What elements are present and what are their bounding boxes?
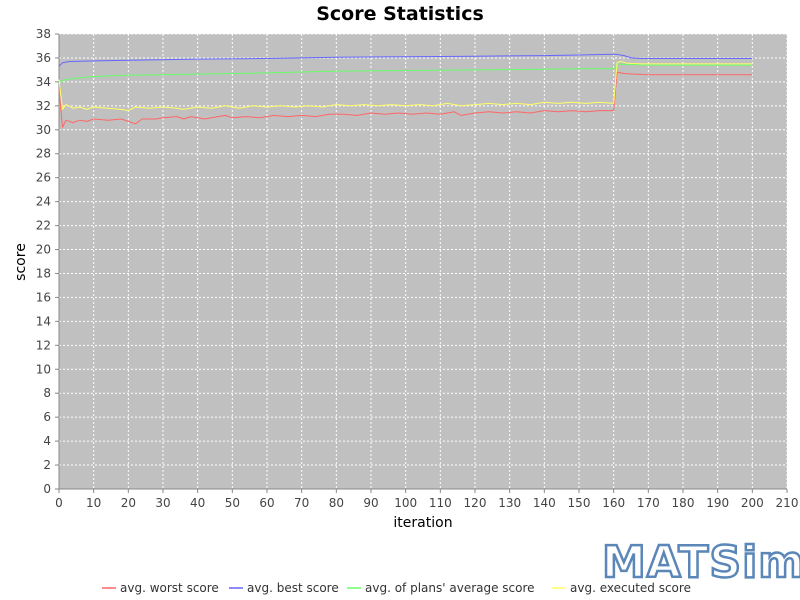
x-tick-label: 120: [464, 496, 487, 510]
y-tick-label: 38: [36, 27, 51, 41]
y-tick-label: 24: [36, 195, 51, 209]
y-tick-label: 26: [36, 171, 51, 185]
axes: [58, 34, 787, 490]
y-tick-label: 30: [36, 123, 51, 137]
x-tick-label: 160: [602, 496, 625, 510]
logo-text: MATSim: [602, 537, 800, 588]
y-tick-label: 12: [36, 338, 51, 352]
y-tick-label: 16: [36, 290, 51, 304]
x-tick-label: 0: [55, 496, 63, 510]
y-tick-label: 32: [36, 99, 51, 113]
x-tick-label: 70: [294, 496, 309, 510]
y-tick-label: 18: [36, 266, 51, 280]
y-tick-label: 0: [43, 482, 51, 496]
legend-label: avg. best score: [247, 581, 339, 595]
y-tick-label: 28: [36, 147, 51, 161]
x-axis-label: iteration: [393, 515, 452, 531]
y-tick-label: 6: [43, 410, 51, 424]
x-tick-label: 50: [225, 496, 240, 510]
x-tick-label: 170: [637, 496, 660, 510]
series-lines: [58, 53, 753, 128]
x-tick-label: 30: [155, 496, 170, 510]
x-tick-label: 40: [190, 496, 205, 510]
legend: avg. worst score avg. best score avg. of p…: [102, 581, 691, 595]
x-tick-label: 100: [394, 496, 417, 510]
x-tick-label: 80: [329, 496, 344, 510]
y-tick-label: 14: [36, 314, 51, 328]
x-tick-label: 130: [498, 496, 521, 510]
x-tick-label: 150: [568, 496, 591, 510]
y-tick-label: 10: [36, 362, 51, 376]
series-line-4: [58, 61, 753, 112]
x-tick-label: 110: [429, 496, 452, 510]
y-tick-label: 4: [43, 434, 51, 448]
y-tick-label: 2: [43, 458, 51, 472]
y-axis-label: score: [13, 243, 29, 281]
plot-area: [59, 34, 787, 489]
y-tick-label: 36: [36, 51, 51, 65]
y-tick-label: 22: [36, 219, 51, 233]
legend-label: avg. worst score: [120, 581, 219, 595]
y-tick-label: 20: [36, 243, 51, 257]
series-line-1: [58, 71, 753, 128]
matsim-logo: MATSim: [601, 536, 800, 590]
x-tick-label: 180: [672, 496, 695, 510]
x-tick-label: 210: [776, 496, 799, 510]
x-tick-label: 200: [741, 496, 764, 510]
legend-label: avg. of plans' average score: [365, 581, 535, 595]
legend-label: avg. executed score: [570, 581, 691, 595]
series-line-3: [58, 63, 753, 83]
x-tick-label: 190: [706, 496, 729, 510]
grid-lines: [59, 33, 788, 489]
x-tick-label: 90: [363, 496, 378, 510]
x-axis-ticks: 0 10 20 30 40 50 60 70 80 90 100 110 120 130 140 150 160…: [55, 489, 798, 510]
x-tick-label: 10: [86, 496, 101, 510]
x-tick-label: 20: [121, 496, 136, 510]
chart-title: Score Statistics: [316, 3, 484, 25]
y-tick-label: 34: [36, 75, 51, 89]
x-tick-label: 140: [533, 496, 556, 510]
y-tick-label: 8: [43, 386, 51, 400]
series-line-2: [58, 53, 753, 67]
x-tick-label: 60: [259, 496, 274, 510]
